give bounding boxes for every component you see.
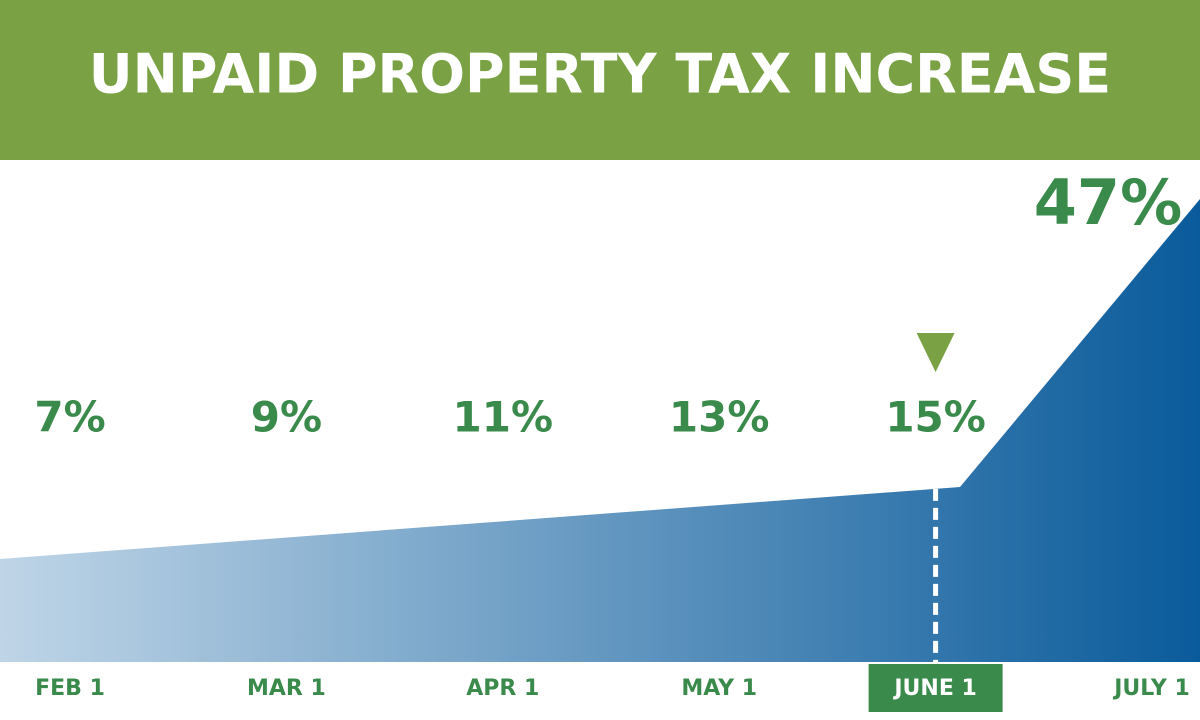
value-label: 9% bbox=[251, 393, 322, 442]
value-label: 15% bbox=[885, 393, 986, 442]
title-bar bbox=[0, 0, 1200, 160]
x-tick-label: FEB 1 bbox=[35, 676, 105, 701]
value-label: 13% bbox=[669, 393, 770, 442]
x-tick-label: MAY 1 bbox=[681, 676, 757, 701]
x-tick-label: JUNE 1 bbox=[892, 676, 976, 701]
value-label: 7% bbox=[34, 393, 105, 442]
value-label: 47% bbox=[1034, 166, 1182, 239]
x-tick-label: MAR 1 bbox=[247, 676, 326, 701]
x-tick-label: APR 1 bbox=[466, 676, 539, 701]
x-tick-label: JULY 1 bbox=[1112, 676, 1190, 701]
area bbox=[0, 199, 1200, 662]
highlight-box bbox=[868, 664, 1003, 712]
marker-triangle bbox=[916, 333, 955, 372]
value-label: 11% bbox=[453, 393, 554, 442]
chart-title: UNPAID PROPERTY TAX INCREASE bbox=[89, 43, 1111, 106]
